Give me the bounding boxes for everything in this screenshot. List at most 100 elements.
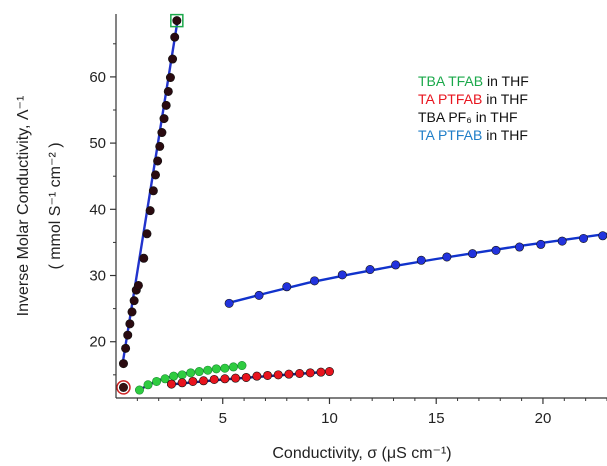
- outlier-ring: [116, 380, 131, 395]
- data-point-series-1: [177, 378, 187, 388]
- data-point-series-2: [139, 253, 149, 263]
- data-point-series-0: [203, 365, 213, 375]
- data-point-series-2: [148, 186, 158, 196]
- x-ticks: 5 10 15 20: [136, 398, 607, 427]
- data-point-series-1: [295, 369, 305, 379]
- highlight-marker: [170, 13, 184, 28]
- data-point-series-2: [121, 343, 131, 353]
- data-point-series-0: [152, 376, 162, 386]
- data-point-series-2: [155, 141, 165, 151]
- data-point-series-3: [557, 236, 567, 246]
- data-point-series-3: [536, 239, 546, 249]
- data-point-series-3: [491, 245, 501, 255]
- y-tick-label: 50: [89, 135, 106, 152]
- data-point-series-3: [254, 290, 264, 300]
- data-point-series-3: [579, 233, 589, 243]
- data-point-series-0: [134, 385, 144, 395]
- data-point-series-2: [145, 206, 155, 216]
- x-tick-label: 15: [428, 410, 445, 427]
- data-point-series-2: [150, 170, 160, 180]
- data-point-series-3: [310, 276, 320, 286]
- y-tick-label: 20: [89, 334, 106, 351]
- outlier-point: [118, 382, 128, 392]
- data-point-series-1: [241, 372, 251, 382]
- legend-text: PTFAB: [434, 127, 482, 143]
- data-point-series-1: [209, 374, 219, 384]
- x-axis-label: Conductivity, σ (μS cm⁻¹): [272, 445, 451, 462]
- data-point-series-1: [188, 376, 198, 386]
- y-ticks: 20 30 40 50 60: [89, 43, 116, 376]
- data-point-series-2: [165, 73, 175, 83]
- data-point-series-0: [228, 362, 238, 372]
- data-point-series-1: [316, 367, 326, 377]
- data-point-series-1: [273, 370, 283, 380]
- legend-text: in THF: [483, 73, 529, 89]
- data-point-series-3: [468, 249, 478, 259]
- x-tick-label: 5: [219, 410, 227, 427]
- data-point-series-2: [118, 359, 128, 369]
- data-point-series-2: [157, 128, 167, 138]
- legend-entry: TA PTFAB in THF: [418, 127, 528, 143]
- legend-entry: TBA TFAB in THF: [418, 73, 529, 89]
- data-point-series-2: [129, 296, 139, 306]
- data-point-series-1: [305, 368, 315, 378]
- data-point-series-0: [220, 363, 230, 373]
- legend-entry: TA PTFAB in THF: [418, 91, 528, 107]
- data-point-series-2: [125, 319, 135, 329]
- data-point-series-0: [169, 371, 179, 381]
- data-point-series-2: [153, 156, 163, 166]
- data-point-series-0: [194, 367, 204, 377]
- data-point-series-0: [160, 374, 170, 384]
- data-point-series-2: [163, 86, 173, 96]
- data-point-series-1: [263, 370, 273, 380]
- data-point-series-3: [514, 242, 524, 252]
- data-point-series-2: [142, 229, 152, 239]
- legend-text: in THF: [482, 91, 528, 107]
- data-point-series-2: [133, 280, 143, 290]
- y-axis-label-line1: Inverse Molar Conductivity, Λ⁻¹: [15, 96, 32, 317]
- data-point-series-0: [237, 361, 247, 371]
- legend-text: TBA TFAB: [418, 73, 483, 89]
- data-point-series-3: [337, 270, 347, 280]
- data-point-series-2: [168, 54, 178, 64]
- data-points: [116, 13, 607, 395]
- data-point-series-3: [416, 255, 426, 265]
- data-point-series-1: [199, 376, 209, 386]
- legend-entry: TBA PF₆ in THF: [418, 109, 518, 125]
- data-point-series-2: [170, 32, 180, 42]
- data-point-series-2: [159, 114, 169, 124]
- legend-text: TA PTFAB: [418, 91, 482, 107]
- data-point-series-3: [224, 298, 234, 308]
- data-point-series-2: [161, 100, 171, 110]
- data-point-series-1: [220, 374, 230, 384]
- legend-text: TBA PF₆ in THF: [418, 109, 518, 125]
- data-point-series-0: [143, 380, 153, 390]
- legend-text: TA: [418, 127, 436, 143]
- data-point-series-1: [231, 373, 241, 383]
- data-point-series-2: [172, 16, 182, 26]
- y-tick-label: 60: [89, 69, 106, 86]
- data-point-series-0: [177, 370, 187, 380]
- y-tick-label: 40: [89, 201, 106, 218]
- data-point-series-1: [324, 367, 334, 377]
- data-point-series-2: [127, 307, 137, 317]
- fit-line-series-3: [226, 232, 607, 305]
- x-tick-label: 10: [321, 410, 338, 427]
- data-point-series-1: [284, 369, 294, 379]
- data-point-series-3: [442, 252, 452, 262]
- data-point-series-3: [365, 265, 375, 275]
- x-tick-label: 20: [535, 410, 552, 427]
- data-point-series-1: [167, 379, 177, 389]
- fit-lines: [121, 18, 607, 392]
- data-point-series-0: [211, 364, 221, 374]
- data-point-series-3: [282, 282, 292, 292]
- y-tick-label: 30: [89, 268, 106, 285]
- data-point-series-2: [123, 330, 133, 340]
- data-point-series-3: [391, 260, 401, 270]
- data-point-series-1: [252, 371, 262, 381]
- y-axis-label-line2: ( mmol S⁻¹ cm⁻² ): [47, 142, 64, 269]
- data-point-series-0: [186, 368, 196, 378]
- legend-text: in THF: [482, 127, 528, 143]
